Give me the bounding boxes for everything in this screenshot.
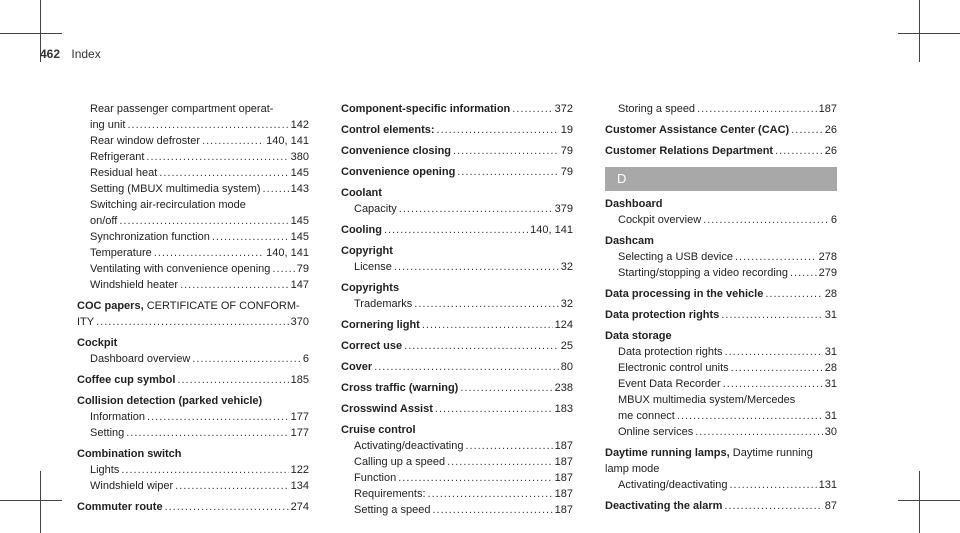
index-heading: Customer Assistance Center (CAC)26: [605, 122, 837, 138]
index-heading: Dashcam: [605, 235, 654, 247]
index-heading: Correct use25: [341, 338, 573, 354]
index-entry: Data protection rights31: [605, 344, 837, 360]
index-heading: Cockpit: [77, 337, 118, 349]
index-heading: Copyrights: [341, 282, 400, 294]
index-entry: Information177: [77, 409, 309, 425]
index-entry: Synchronization function145: [77, 229, 309, 245]
index-entry: Cockpit overview6: [605, 212, 837, 228]
index-entry: Rear window defroster140, 141: [77, 133, 309, 149]
index-heading: Combination switch: [77, 448, 182, 460]
index-heading: Commuter route274: [77, 499, 309, 515]
index-entry: Switching air-recirculation mode: [90, 199, 246, 211]
index-entry: Windshield wiper134: [77, 478, 309, 494]
crop-mark-bottom-left-h: [0, 500, 62, 501]
index-entry: Ventilating with convenience opening79: [77, 261, 309, 277]
index-heading: Deactivating the alarm87: [605, 498, 837, 514]
index-entry: Calling up a speed187: [341, 454, 573, 470]
crop-mark-top-left-h: [0, 33, 62, 34]
index-heading: Customer Relations Department26: [605, 143, 837, 159]
index-entry: Windshield heater147: [77, 277, 309, 293]
index-heading: Daytime running lamps, Daytime running: [605, 447, 813, 459]
crop-mark-top-left-v: [40, 0, 41, 62]
index-entry: License32: [341, 259, 573, 275]
index-entry: Activating/deactivating131: [605, 477, 837, 493]
index-heading: Coolant: [341, 187, 382, 199]
index-heading: Coffee cup symbol185: [77, 372, 309, 388]
index-heading: Cover80: [341, 359, 573, 375]
index-heading: Convenience closing79: [341, 143, 573, 159]
index-entry: Starting/stopping a video recording279: [605, 265, 837, 281]
crop-mark-bottom-right-h: [898, 500, 960, 501]
index-entry: me connect31: [605, 408, 837, 424]
index-heading: Cooling140, 141: [341, 222, 573, 238]
crop-mark-bottom-right-v: [919, 471, 920, 533]
index-entry: Lights122: [77, 462, 309, 478]
index-heading: Cross traffic (warning)238: [341, 380, 573, 396]
index-heading: COC papers, CERTIFICATE OF CONFORM-: [77, 300, 300, 312]
index-entry: ITY370: [77, 314, 309, 330]
index-entry: on/off145: [77, 213, 309, 229]
index-entry: Capacity379: [341, 201, 573, 217]
index-entry: Rear passenger compartment operat-: [90, 103, 274, 115]
index-entry: Requirements:187: [341, 486, 573, 502]
index-entry: Setting (MBUX multimedia system)143: [77, 181, 309, 197]
crop-mark-top-right-h: [898, 33, 960, 34]
page-header: 462 Index: [40, 47, 101, 61]
index-entry: MBUX multimedia system/Mercedes: [618, 394, 796, 406]
index-entry: lamp mode: [605, 463, 660, 475]
index-entry: Temperature140, 141: [77, 245, 309, 261]
index-heading: Crosswind Assist183: [341, 401, 573, 417]
index-column-3: Storing a speed187 Customer Assistance C…: [605, 101, 837, 514]
index-column-2: Component-specific information372 Contro…: [341, 101, 573, 518]
crop-mark-top-right-v: [919, 0, 920, 62]
index-heading: Convenience opening79: [341, 164, 573, 180]
index-heading: Dashboard: [605, 198, 663, 210]
index-heading: Data processing in the vehicle28: [605, 286, 837, 302]
index-entry: Trademarks32: [341, 296, 573, 312]
index-heading: Cruise control: [341, 424, 416, 436]
crop-mark-bottom-left-v: [40, 471, 41, 533]
index-entry: Refrigerant380: [77, 149, 309, 165]
index-entry: ing unit142: [77, 117, 309, 133]
index-entry: Residual heat145: [77, 165, 309, 181]
index-heading: Control elements:19: [341, 122, 573, 138]
index-heading: Component-specific information372: [341, 101, 573, 117]
index-entry: Electronic control units28: [605, 360, 837, 376]
index-entry: Dashboard overview6: [77, 351, 309, 367]
index-entry: Online services30: [605, 424, 837, 440]
section-letter-band: D: [605, 167, 837, 191]
index-heading: Cornering light124: [341, 317, 573, 333]
page-number: 462: [40, 47, 61, 61]
index-entry: Storing a speed187: [605, 101, 837, 117]
index-entry: Function187: [341, 470, 573, 486]
index-heading: Data protection rights31: [605, 307, 837, 323]
index-entry: Setting a speed187: [341, 502, 573, 518]
index-heading: Collision detection (parked vehicle): [77, 395, 263, 407]
index-entry: Selecting a USB device278: [605, 249, 837, 265]
index-entry: Event Data Recorder31: [605, 376, 837, 392]
index-heading: Data storage: [605, 330, 672, 342]
page-title: Index: [71, 47, 101, 61]
index-entry: Activating/deactivating187: [341, 438, 573, 454]
index-column-1: Rear passenger compartment operat- ing u…: [77, 101, 309, 515]
index-entry: Setting177: [77, 425, 309, 441]
index-heading: Copyright: [341, 245, 393, 257]
